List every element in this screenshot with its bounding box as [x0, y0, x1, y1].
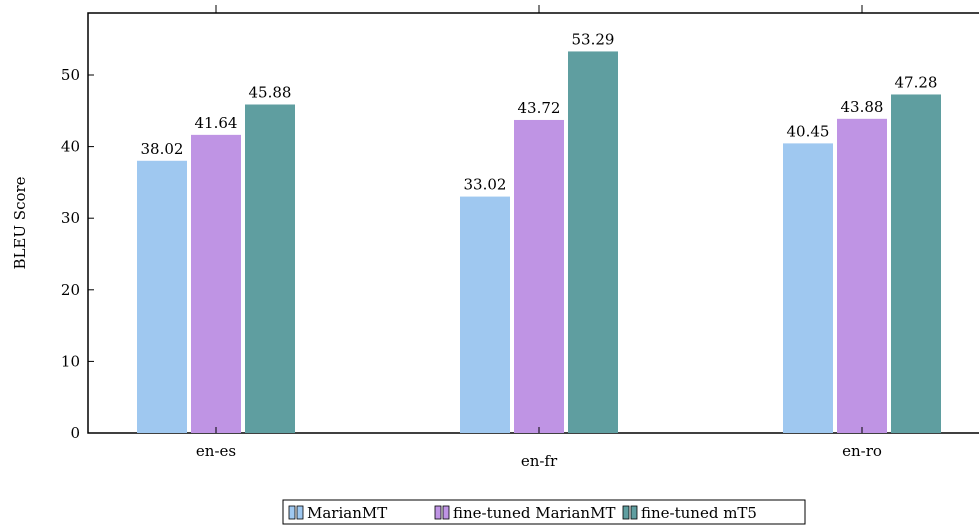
- legend-swatch: [434, 505, 442, 520]
- bars-layer: [137, 51, 941, 434]
- bar-en-fr-series-2: [514, 119, 564, 434]
- data-label: 43.72: [518, 99, 561, 117]
- y-axis-label: BLEU Score: [11, 176, 29, 269]
- data-label: 45.88: [249, 83, 292, 101]
- bar-en-fr-series-1: [460, 196, 510, 433]
- bar-en-ro-series-2: [837, 118, 887, 433]
- x-tick-label-en-fr: en-fr: [521, 452, 558, 470]
- data-label: 33.02: [464, 176, 507, 194]
- bar-en-es-series-3: [245, 104, 295, 433]
- bar-en-fr-series-3: [568, 51, 618, 433]
- y-tick-label: 10: [61, 352, 80, 370]
- data-label: 38.02: [141, 140, 184, 158]
- legend: MarianMT fine-tuned MarianMT fine-tuned mT…: [282, 499, 806, 525]
- y-axis: 0 10 20 30 40 50: [61, 66, 94, 442]
- legend-box: [282, 499, 806, 525]
- data-label: 47.28: [895, 73, 938, 91]
- y-tick-label: 30: [61, 209, 80, 227]
- legend-swatch: [288, 505, 296, 520]
- legend-entry-label: fine-tuned mT5: [641, 504, 757, 522]
- y-tick-label: 50: [61, 66, 80, 84]
- y-tick-label: 0: [70, 424, 80, 442]
- legend-entry-label: fine-tuned MarianMT: [453, 504, 615, 522]
- x-tick-label-en-ro: en-ro: [842, 442, 882, 460]
- bar-en-ro-series-1: [783, 143, 833, 434]
- legend-swatch: [442, 505, 450, 520]
- data-label: 43.88: [841, 98, 884, 116]
- bar-en-es-series-1: [137, 160, 187, 433]
- data-label: 41.64: [195, 114, 238, 132]
- data-label: 40.45: [787, 122, 830, 140]
- data-labels-layer: 38.02 33.02 40.45 41.64 43.72 43.88 45.88 53.29…: [141, 30, 938, 193]
- legend-swatch: [296, 505, 304, 520]
- bar-en-es-series-2: [191, 134, 241, 433]
- y-tick-label: 20: [61, 281, 80, 299]
- y-tick-label: 40: [61, 138, 80, 156]
- bar-en-ro-series-3: [891, 94, 941, 434]
- data-label: 53.29: [572, 30, 615, 48]
- x-axis: en-es en-fr en-ro: [196, 5, 882, 470]
- legend-swatch: [630, 505, 638, 520]
- legend-swatch: [622, 505, 630, 520]
- x-tick-label-en-es: en-es: [196, 442, 236, 460]
- legend-entry-label: MarianMT: [307, 504, 387, 522]
